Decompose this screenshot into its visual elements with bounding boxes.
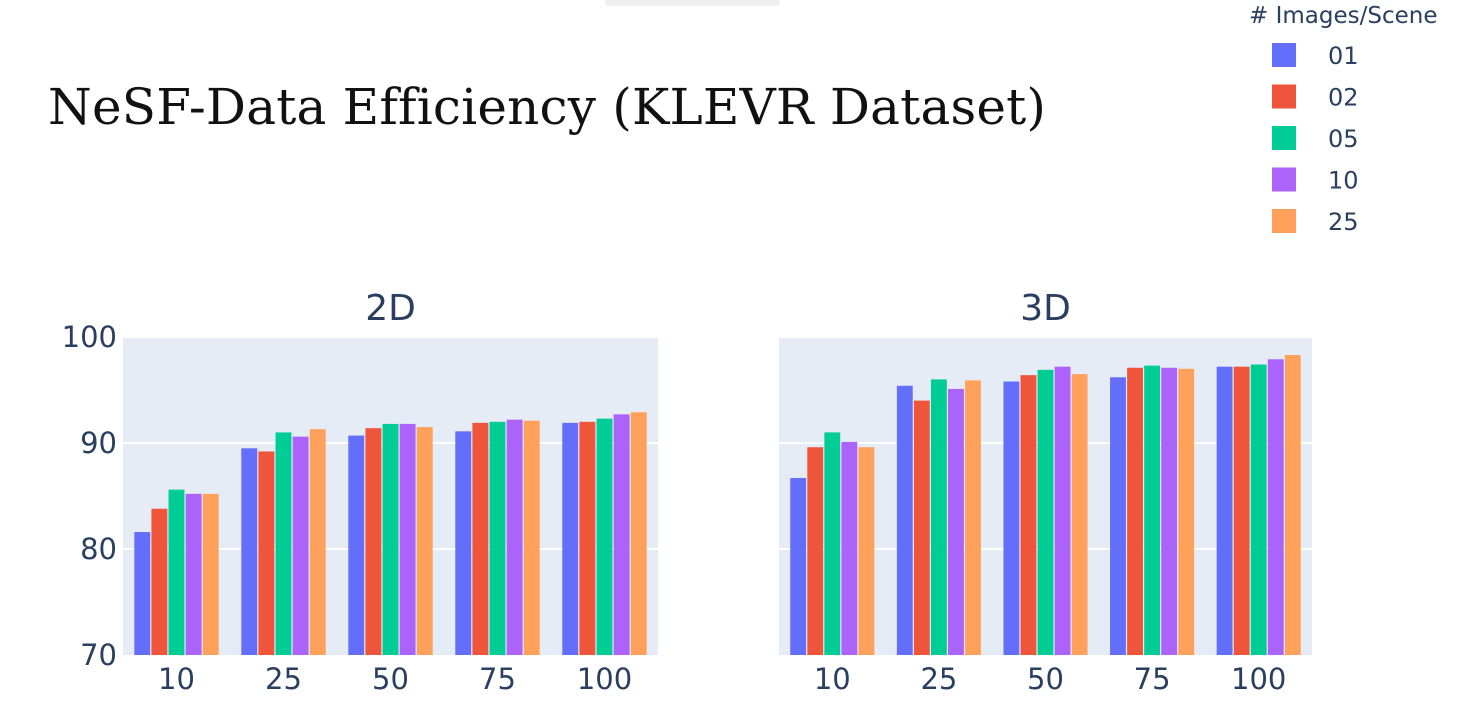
bar-3d-100-10: [1267, 359, 1284, 655]
bar-3d-50-05: [1037, 369, 1054, 655]
bar-2d-25-02: [258, 451, 275, 655]
bar-2d-10-25: [202, 493, 219, 655]
x-tick-label: 50: [372, 662, 409, 696]
bar-2d-75-02: [472, 422, 489, 655]
bar-3d-25-01: [896, 385, 913, 655]
bar-2d-50-25: [416, 427, 433, 655]
y-tick-label: 100: [62, 320, 117, 354]
x-tick-label: 100: [1231, 662, 1286, 696]
bar-3d-50-02: [1020, 375, 1037, 655]
bar-3d-10-10: [841, 441, 858, 655]
x-tick-label: 100: [577, 662, 632, 696]
bar-2d-50-05: [382, 423, 399, 655]
bar-2d-100-02: [579, 421, 596, 655]
bar-3d-50-10: [1054, 366, 1071, 655]
x-tick-label: 10: [158, 662, 195, 696]
bar-3d-100-25: [1284, 355, 1301, 655]
bar-3d-10-02: [807, 447, 824, 655]
bar-3d-25-10: [948, 388, 964, 655]
x-tick-label: 25: [265, 662, 302, 696]
bar-3d-100-05: [1250, 364, 1267, 655]
bar-3d-10-25: [858, 447, 875, 655]
legend-item-label: 01: [1328, 42, 1359, 70]
bar-2d-50-01: [348, 435, 365, 655]
bar-3d-75-01: [1110, 377, 1126, 655]
bar-3d-25-25: [965, 380, 981, 655]
bar-2d-100-01: [562, 422, 579, 655]
bar-2d-10-01: [134, 532, 151, 655]
legend-swatch: [1272, 84, 1296, 109]
bar-2d-50-10: [399, 423, 416, 655]
legend-swatch: [1272, 43, 1296, 67]
legend-item-label: 25: [1328, 208, 1359, 236]
legend-swatch: [1272, 167, 1296, 192]
bar-3d-75-25: [1178, 368, 1195, 655]
bar-2d-100-05: [596, 418, 613, 655]
x-tick-label: 75: [479, 662, 516, 696]
bar-3d-50-01: [1003, 381, 1020, 655]
legend-title: # Images/Scene: [1249, 3, 1437, 29]
y-tick-label: 90: [80, 426, 117, 460]
bar-3d-100-01: [1216, 366, 1233, 655]
bar-2d-75-05: [489, 421, 506, 655]
bar-3d-10-01: [790, 477, 807, 655]
x-tick-label: 50: [1027, 662, 1064, 696]
legend-swatch: [1272, 126, 1296, 150]
bar-2d-10-05: [168, 489, 185, 655]
bar-3d-50-25: [1071, 374, 1088, 655]
bar-3d-100-02: [1233, 366, 1250, 655]
legend-item-label: 05: [1328, 125, 1359, 153]
legend: # Images/Scene 01 02 05 10 25: [1249, 3, 1437, 236]
bar-3d-75-02: [1127, 367, 1143, 655]
bar-2d-25-10: [292, 436, 309, 655]
bar-2d-75-25: [523, 420, 540, 655]
bar-2d-25-05: [275, 432, 292, 655]
bar-2d-75-10: [506, 419, 523, 655]
bar-2d-10-02: [151, 508, 168, 655]
top-bar-fragment: [605, 0, 780, 6]
chart-2d-panel: 10 25 50 75 100 70 80 90 100 2D: [62, 288, 658, 696]
x-tick-label: 25: [920, 662, 957, 696]
bar-3d-10-05: [824, 432, 841, 655]
x-tick-label: 10: [814, 662, 851, 696]
bar-2d-10-10: [185, 493, 202, 655]
page-title: NeSF-Data Efficiency (KLEVR Dataset): [48, 78, 1047, 136]
bar-2d-25-01: [241, 448, 258, 655]
bar-3d-75-05: [1144, 365, 1161, 655]
chart-3d-panel: 10 25 50 75 100 3D: [779, 288, 1312, 696]
bar-2d-100-10: [613, 414, 630, 655]
bar-2d-100-25: [630, 412, 647, 655]
legend-swatch: [1272, 209, 1296, 233]
bar-3d-75-10: [1161, 367, 1178, 655]
subplot-title: 3D: [1020, 288, 1071, 329]
bar-2d-50-02: [365, 428, 382, 655]
x-tick-label: 75: [1134, 662, 1171, 696]
bar-3d-25-02: [913, 400, 930, 655]
bar-3d-25-05: [930, 379, 947, 655]
y-tick-label: 80: [80, 532, 117, 566]
legend-item-label: 10: [1328, 167, 1359, 195]
legend-item-label: 02: [1328, 84, 1359, 112]
y-tick-label: 70: [80, 638, 117, 672]
bar-2d-25-25: [309, 429, 326, 655]
subplot-title: 2D: [365, 288, 416, 329]
bar-2d-75-01: [455, 431, 472, 655]
